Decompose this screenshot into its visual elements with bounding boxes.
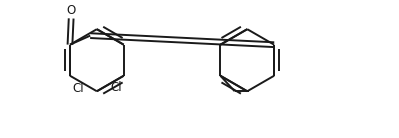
Text: O: O xyxy=(67,4,76,17)
Text: Cl: Cl xyxy=(110,81,122,94)
Text: Cl: Cl xyxy=(72,82,83,95)
